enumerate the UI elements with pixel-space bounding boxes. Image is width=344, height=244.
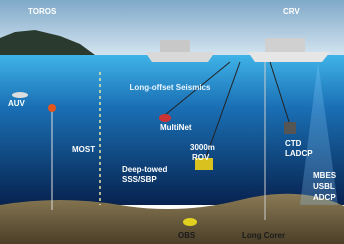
ctd-frame	[284, 122, 296, 134]
label: 3000m	[190, 143, 215, 152]
label: LADCP	[285, 149, 313, 158]
illustration: TOROS CRV AUV Long-offset Seismics Multi…	[0, 0, 344, 244]
ship	[145, 52, 215, 62]
label: ROV	[192, 153, 210, 162]
label: Deep-towed	[122, 165, 167, 174]
auv	[12, 92, 28, 98]
label: Long-offset Seismics	[130, 83, 211, 92]
label: MBES	[313, 171, 337, 180]
label: AUV	[8, 99, 26, 108]
label: OBS	[178, 231, 196, 240]
label: CRV	[283, 7, 300, 16]
label: USBL	[313, 182, 335, 191]
label: TOROS	[28, 7, 57, 16]
ship-deck	[265, 38, 305, 52]
label: SSS/SBP	[122, 175, 157, 184]
multinet	[159, 114, 171, 122]
label: ADCP	[313, 193, 336, 202]
obs	[183, 218, 197, 226]
ship	[248, 52, 330, 62]
label: Long Corer	[242, 231, 285, 240]
label: MultiNet	[160, 123, 192, 132]
buoy	[48, 104, 56, 112]
label: CTD	[285, 139, 302, 148]
label: MOST	[72, 145, 95, 154]
ship-deck	[160, 40, 190, 52]
